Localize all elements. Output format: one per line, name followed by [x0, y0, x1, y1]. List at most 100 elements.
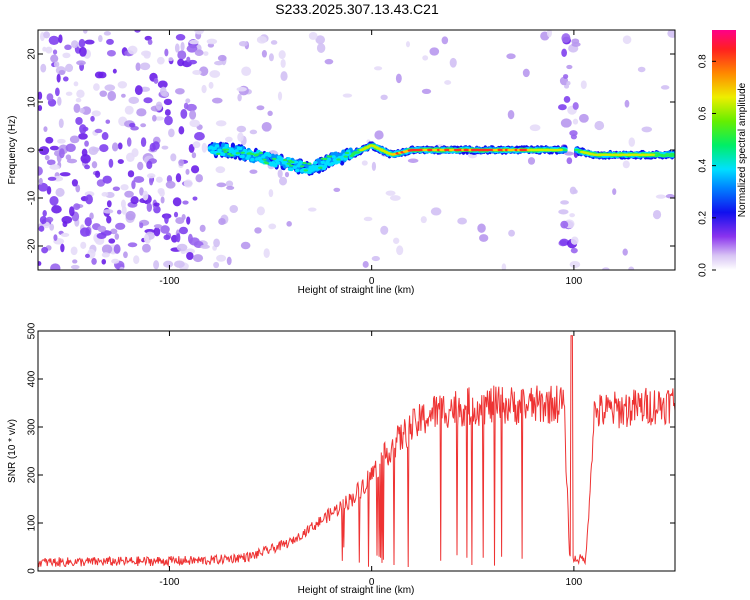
signal-trace-segment [318, 166, 323, 169]
noise-blob [161, 145, 169, 150]
noise-blob [131, 180, 136, 190]
noise-blob [139, 187, 144, 196]
noise-blob [103, 31, 111, 36]
noise-blob [84, 217, 92, 227]
noise-blob [133, 176, 145, 183]
noise-blob [578, 113, 589, 123]
noise-blob [123, 251, 128, 259]
noise-blob [267, 110, 273, 117]
noise-blob [637, 66, 646, 73]
noise-blob [286, 221, 292, 227]
noise-blob [119, 266, 125, 270]
noise-blob [665, 194, 675, 199]
noise-blob [112, 186, 121, 192]
noise-blob [508, 229, 515, 237]
signal-trace-segment [262, 158, 267, 161]
noise-blob [60, 243, 65, 253]
noise-blob [53, 61, 60, 68]
noise-blob [76, 60, 86, 66]
noise-blob [284, 171, 290, 178]
noise-blob [622, 35, 632, 45]
signal-trace-segment [286, 162, 291, 165]
noise-blob [209, 70, 221, 78]
noise-blob [563, 95, 571, 103]
noise-blob [421, 88, 432, 94]
noise-blob [42, 46, 47, 52]
noise-blob [560, 200, 569, 205]
noise-blob [148, 176, 154, 186]
noise-blob [134, 85, 143, 96]
noise-blob [324, 58, 334, 65]
noise-blob [667, 30, 675, 38]
noise-blob [380, 94, 388, 100]
signal-trace-segment [224, 143, 230, 148]
noise-blob [78, 132, 88, 140]
noise-blob [72, 259, 78, 264]
noise-blob [396, 245, 404, 256]
snr-chart: -100 0 100 0 100 200 300 400 500 Height of stra… [7, 322, 676, 596]
noise-blob [80, 241, 87, 249]
snr-x-tick-label: -100 [159, 577, 179, 588]
signal-trace-segment [216, 152, 221, 155]
noise-blob [569, 130, 578, 137]
spectrogram-x-ticks: -100 0 100 [159, 30, 583, 287]
signal-trace-segment [229, 154, 234, 157]
noise-blob [173, 260, 185, 268]
noise-blob [215, 166, 226, 174]
colorbar-tick-label: 0.0 [698, 263, 709, 277]
noise-blob [570, 247, 578, 254]
noise-blob [155, 101, 163, 111]
noise-blob [225, 136, 233, 143]
noise-blob [89, 212, 94, 220]
noise-blob [200, 244, 210, 249]
noise-blob [41, 246, 49, 254]
noise-blob [164, 48, 169, 57]
signal-trace-segment [214, 144, 220, 148]
noise-blob [214, 60, 224, 66]
signal-trace-segment [250, 157, 255, 162]
noise-blob [127, 45, 138, 55]
noise-blob [38, 182, 49, 192]
noise-blob [237, 93, 242, 102]
noise-blob [201, 142, 208, 153]
noise-blob [180, 41, 185, 52]
noise-blob [580, 80, 587, 90]
spectrogram-x-tick-label: -100 [159, 276, 179, 287]
signal-trace-segment [295, 168, 300, 173]
noise-blob [380, 225, 389, 235]
noise-blob [128, 96, 140, 104]
noise-blob [42, 209, 47, 217]
noise-blob [106, 49, 116, 57]
noise-blob [268, 53, 274, 62]
noise-blob [449, 57, 457, 68]
noise-blob [140, 137, 147, 148]
noise-blob [558, 104, 567, 111]
noise-blob [177, 58, 185, 67]
noise-blob [73, 103, 81, 114]
noise-blob [208, 81, 214, 89]
spectrogram-y-tick-label: 10 [27, 96, 38, 108]
noise-blob [268, 223, 277, 230]
noise-blob [105, 119, 111, 124]
noise-blob [58, 69, 66, 76]
colorbar-tick-label: 0.4 [698, 158, 709, 172]
noise-blob [140, 123, 147, 128]
spectrogram-x-tick-label: 0 [369, 276, 375, 287]
colorbar-label: Normalized spectral amplitude [737, 82, 748, 217]
noise-blob [189, 39, 200, 45]
noise-blob [85, 253, 90, 259]
spectrogram-y-tick-label: -20 [27, 238, 38, 253]
signal-trace-segment [250, 152, 255, 156]
noise-blob [270, 40, 278, 45]
signal-core [650, 153, 656, 156]
noise-blob [127, 170, 135, 178]
noise-blob [126, 137, 132, 147]
noise-blob [185, 168, 190, 175]
snr-plot-area [38, 331, 675, 571]
noise-blob [112, 68, 117, 74]
noise-blob [363, 216, 373, 222]
noise-blob [107, 90, 117, 101]
noise-blob [131, 148, 139, 158]
noise-blob [101, 132, 109, 141]
noise-blob [192, 69, 202, 75]
